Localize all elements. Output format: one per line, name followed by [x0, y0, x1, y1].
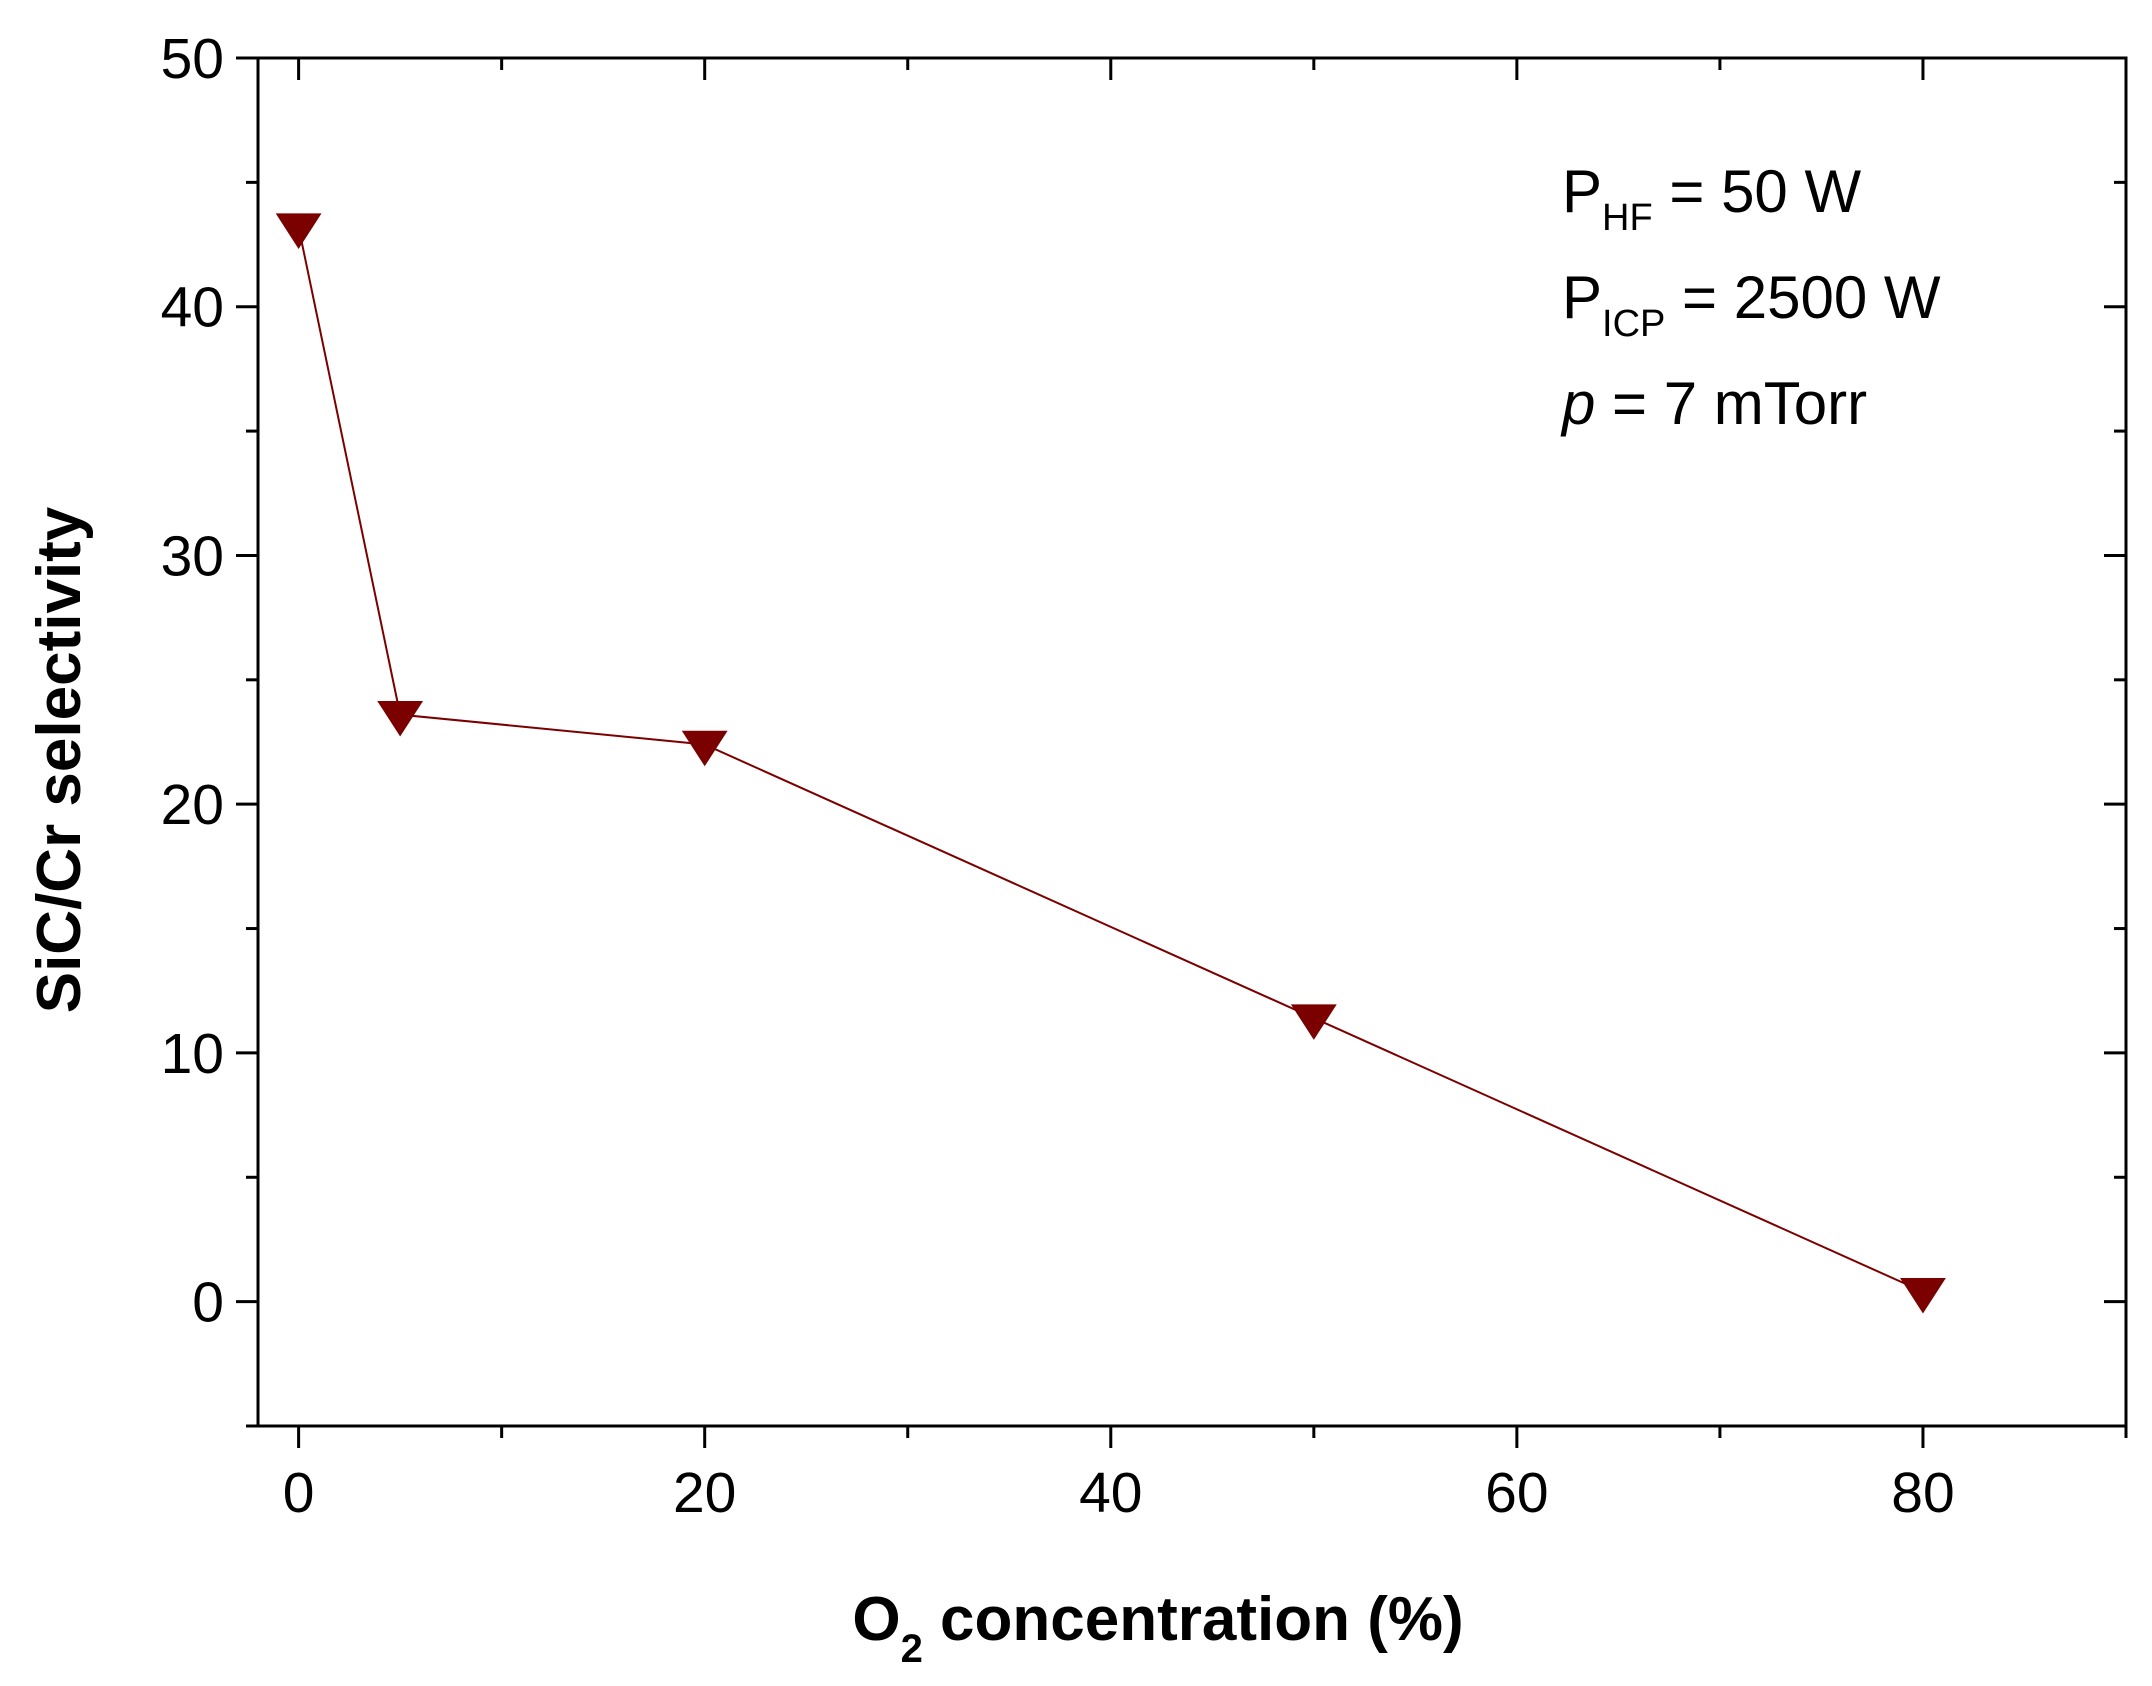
annotation-hf-power: PHF = 50 W [1562, 158, 1861, 239]
annotation-hf-rest: = 50 W [1653, 158, 1862, 225]
x-axis-title-sub: 2 [901, 1627, 923, 1671]
y-axis-title: SiC/Cr selectivity [25, 506, 94, 1013]
plot-border [256, 56, 2128, 1428]
y-tick-label: 30 [161, 524, 224, 588]
y-tick-label: 0 [192, 1271, 224, 1335]
data-series [275, 213, 1946, 1314]
annotation-icp-rest: = 2500 W [1665, 264, 1941, 331]
annotation-hf-main: P [1562, 158, 1602, 225]
data-point-marker [681, 730, 728, 767]
annotation-hf-sub: HF [1602, 197, 1653, 239]
plot-frame [256, 56, 2128, 1428]
data-point-marker [1900, 1277, 1946, 1314]
annotation-pressure-rest: = 7 mTorr [1595, 370, 1867, 437]
data-point-marker [1290, 1004, 1337, 1040]
x-tick-label: 20 [673, 1461, 736, 1525]
y-tick-label: 10 [161, 1022, 224, 1086]
data-point-marker [275, 213, 322, 249]
annotation-icp-main: P [1562, 264, 1602, 331]
annotation-pressure-main: p [1560, 370, 1595, 437]
x-tick-label: 0 [283, 1461, 315, 1525]
x-axis-title: O2 concentration (%) [852, 1585, 1463, 1671]
annotation-pressure: p = 7 mTorr [1560, 370, 1867, 437]
axis-ticks [236, 56, 2128, 1448]
y-tick-label: 50 [161, 27, 224, 91]
annotation-icp-power: PICP = 2500 W [1562, 264, 1941, 345]
y-tick-label: 20 [161, 773, 224, 837]
tick-labels: 0 20 40 60 80 0 10 20 30 40 50 [161, 27, 1955, 1525]
conditions-annotation: PHF = 50 W PICP = 2500 W p = 7 mTorr [1560, 158, 1941, 437]
y-tick-label: 40 [161, 276, 224, 340]
x-tick-label: 40 [1079, 1461, 1142, 1525]
x-tick-label: 80 [1891, 1461, 1954, 1525]
x-tick-label: 60 [1485, 1461, 1548, 1525]
data-point-marker [377, 700, 424, 737]
annotation-icp-sub: ICP [1602, 303, 1665, 345]
x-axis-title-rest: concentration (%) [923, 1585, 1464, 1654]
x-axis-title-main: O [852, 1585, 900, 1654]
